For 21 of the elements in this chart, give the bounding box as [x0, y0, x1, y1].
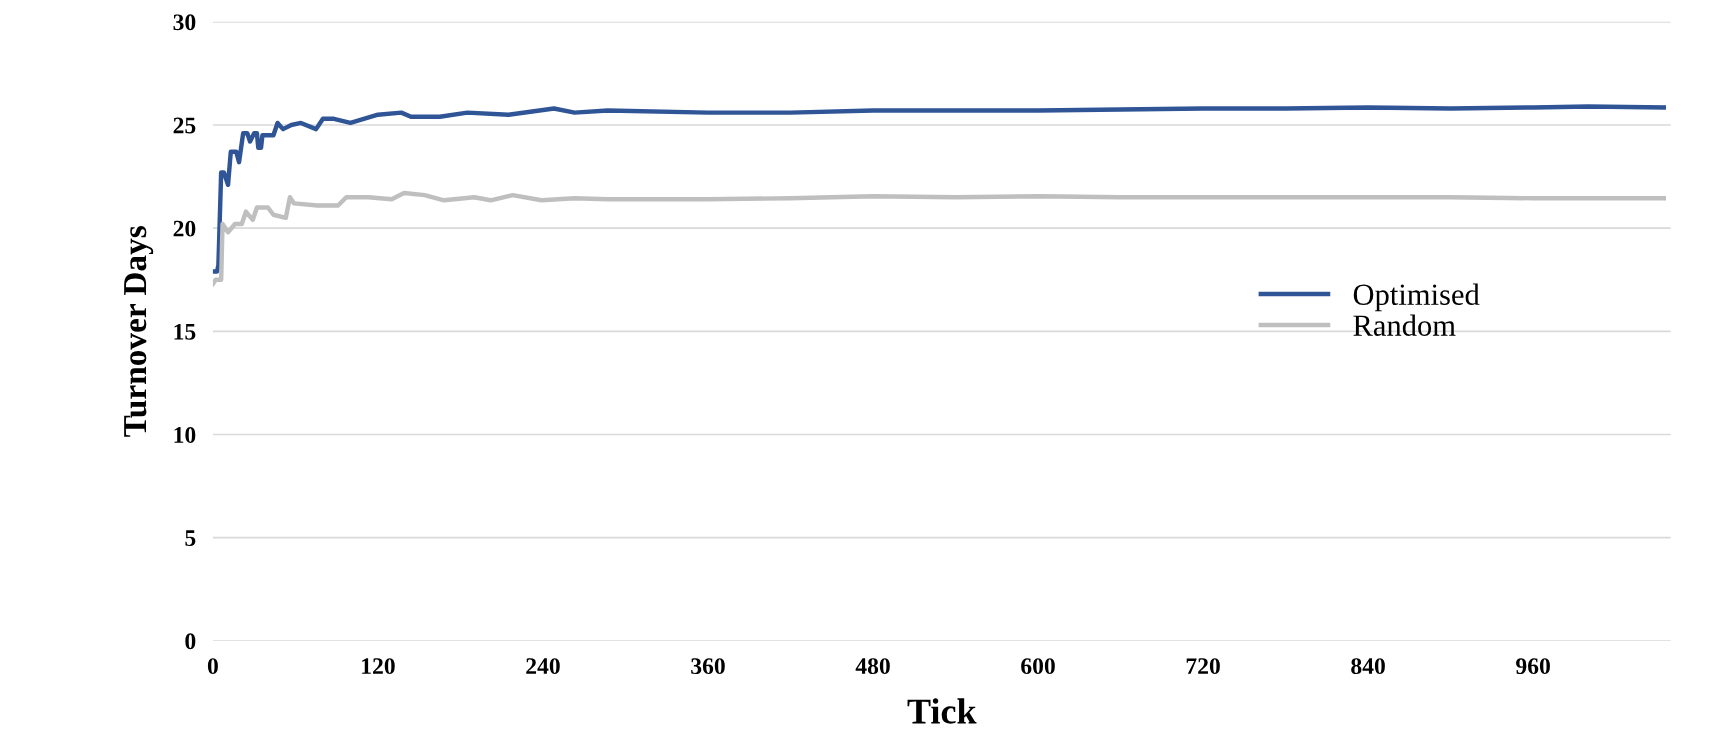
y-tick-label: 5: [185, 530, 196, 547]
y-tick-label: 30: [173, 14, 196, 31]
x-tick-label: 960: [1516, 658, 1550, 675]
legend-label: Random: [1353, 314, 1456, 336]
y-tick-label: 0: [185, 633, 196, 650]
x-tick-label: 840: [1351, 658, 1385, 675]
x-axis-title: Tick: [907, 698, 977, 724]
legend-label: Optimised: [1353, 283, 1480, 312]
x-tick-label: 480: [855, 658, 890, 675]
x-tick-label: 360: [691, 658, 725, 675]
y-tick-label: 25: [173, 117, 196, 134]
y-tick-label: 20: [173, 220, 196, 237]
y-tick-label: 10: [174, 426, 196, 443]
y-axis-title: Turnover Days: [124, 226, 154, 437]
x-tick-label: 600: [1021, 658, 1055, 675]
x-tick-label: 720: [1186, 658, 1220, 675]
x-tick-label: 0: [207, 658, 218, 675]
line-series: [212, 104, 1666, 274]
x-tick-label: 240: [526, 658, 560, 675]
y-tick-label: 15: [174, 323, 196, 340]
x-tick-label: 120: [362, 658, 395, 675]
